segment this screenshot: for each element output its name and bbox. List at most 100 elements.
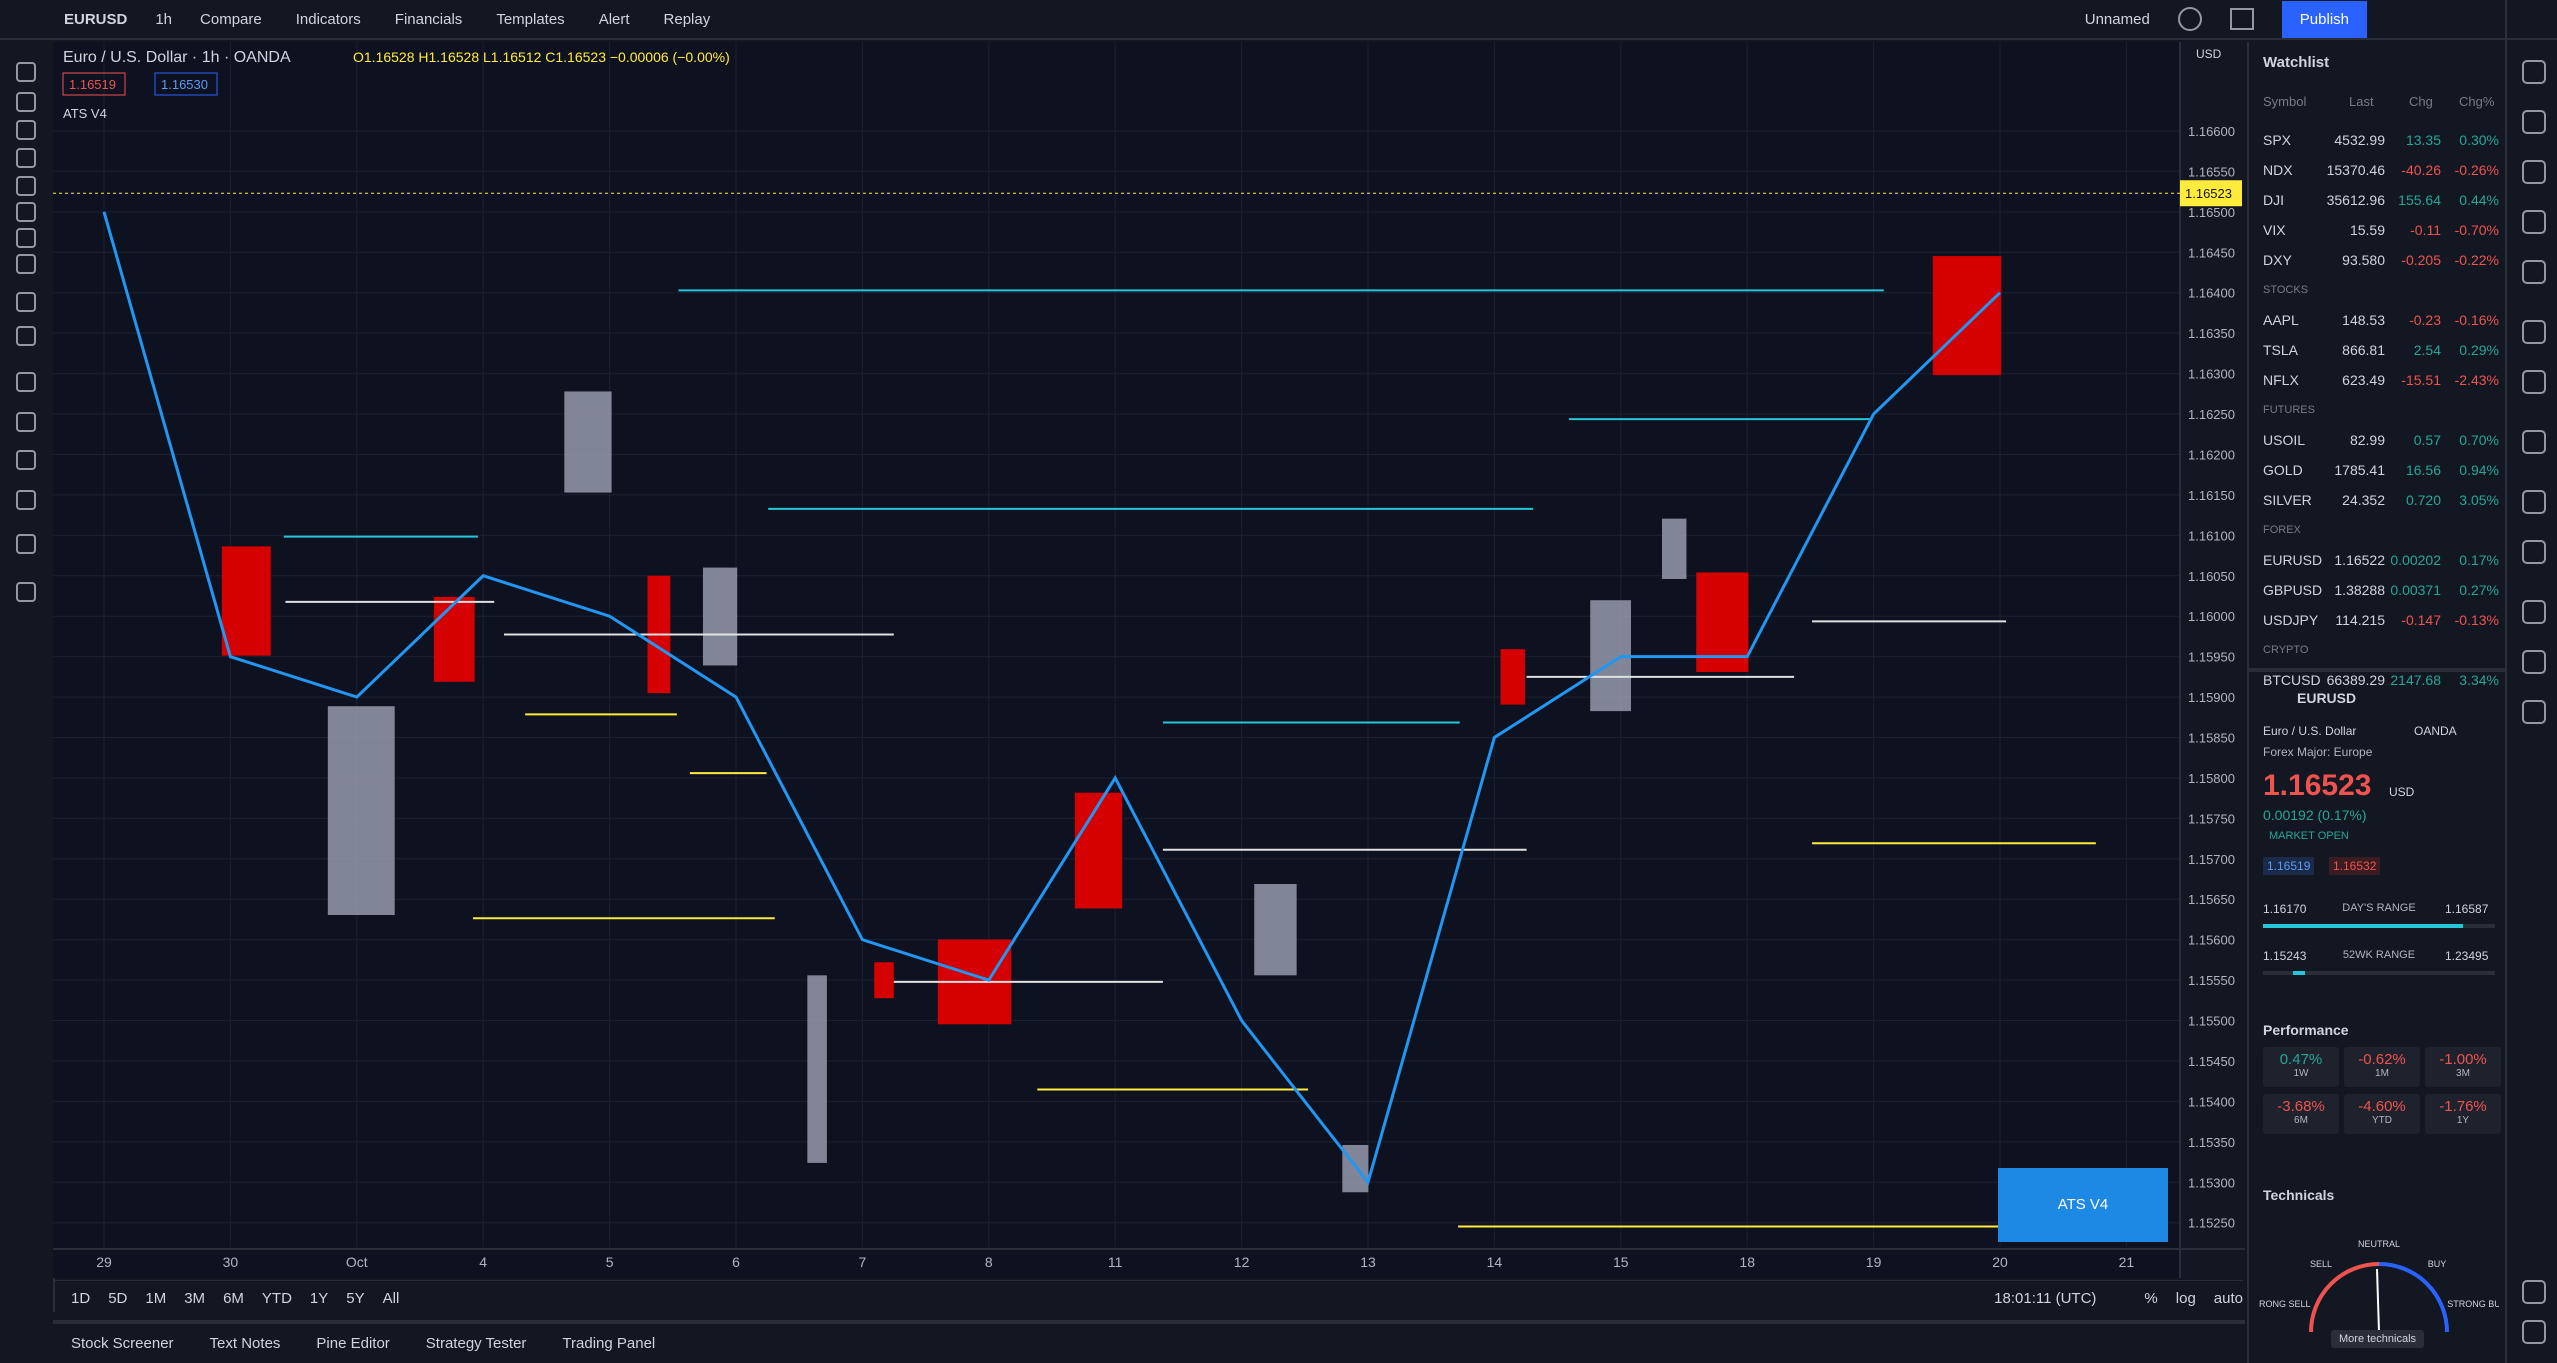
rail-icon[interactable] bbox=[2522, 650, 2546, 674]
cell-text: SILVER bbox=[2263, 492, 2312, 508]
bottom-tab[interactable]: Pine Editor bbox=[316, 1335, 390, 1352]
tool-icon[interactable] bbox=[16, 326, 36, 346]
tool-icon[interactable] bbox=[16, 490, 36, 510]
rail-icon[interactable] bbox=[2522, 110, 2546, 134]
tool-icon[interactable] bbox=[16, 254, 36, 274]
toolbar-button[interactable]: Replay bbox=[663, 10, 711, 28]
scale-option[interactable]: auto bbox=[2213, 1290, 2243, 1307]
watchlist-row[interactable]: GOLD 1785.41 16.56 0.94% bbox=[2263, 456, 2499, 484]
range-button[interactable]: 1D bbox=[71, 1290, 91, 1307]
interval[interactable]: 1h bbox=[155, 10, 173, 28]
y-tick-label: 1.15650 bbox=[2188, 892, 2235, 907]
layout-name[interactable]: Unnamed bbox=[2084, 10, 2150, 28]
watchlist-row[interactable]: AAPL 148.53 -0.23 -0.16% bbox=[2263, 306, 2499, 334]
toolbar-button[interactable]: Templates bbox=[496, 10, 565, 28]
watchlist-row[interactable]: DXY 93.580 -0.205 -0.22% bbox=[2263, 246, 2499, 274]
rail-icon[interactable] bbox=[2522, 210, 2546, 234]
rail-icon[interactable] bbox=[2522, 160, 2546, 184]
cell-text: 0.00202 bbox=[2390, 552, 2441, 568]
y-tick-label: 1.16350 bbox=[2188, 326, 2235, 341]
watchlist-row[interactable]: USOIL 82.99 0.57 0.70% bbox=[2263, 426, 2499, 454]
settings-icon[interactable] bbox=[2177, 7, 2202, 31]
watchlist-row[interactable]: USDJPY 114.215 -0.147 -0.13% bbox=[2263, 606, 2499, 634]
tool-icon[interactable] bbox=[16, 412, 36, 432]
snapshot-icon[interactable] bbox=[2229, 8, 2254, 30]
y-tick-label: 1.16400 bbox=[2188, 286, 2235, 301]
bottom-tab[interactable]: Stock Screener bbox=[71, 1335, 174, 1352]
rail-icon[interactable] bbox=[2522, 700, 2546, 724]
range-button[interactable]: 5Y bbox=[346, 1290, 365, 1307]
tool-icon[interactable] bbox=[16, 372, 36, 392]
zone-box bbox=[433, 596, 475, 682]
watchlist-row[interactable]: EURUSD 1.16522 0.00202 0.17% bbox=[2263, 546, 2499, 574]
cell-text: 623.49 bbox=[2342, 372, 2385, 388]
x-tick-label: 13 bbox=[1360, 1254, 1376, 1270]
cell-text: DJI bbox=[2263, 192, 2284, 208]
tool-icon[interactable] bbox=[16, 148, 36, 168]
tool-icon[interactable] bbox=[16, 534, 36, 554]
y-tick-label: 1.16500 bbox=[2188, 205, 2235, 220]
rail-icon[interactable] bbox=[2522, 430, 2546, 454]
bottom-tab[interactable]: Text Notes bbox=[209, 1335, 281, 1352]
chart: 1.16600 1.16550 1.16500 1.16450 1.16400 1.163… bbox=[53, 42, 2245, 1278]
watchlist-row[interactable]: GBPUSD 1.38288 0.00371 0.27% bbox=[2263, 576, 2499, 604]
toolbar-button[interactable]: Compare bbox=[200, 10, 262, 28]
rail-icon[interactable] bbox=[2522, 490, 2546, 514]
tool-icon[interactable] bbox=[16, 202, 36, 222]
gauge-arc-buy bbox=[2378, 1262, 2449, 1333]
bottom-tab[interactable]: Strategy Tester bbox=[425, 1335, 527, 1352]
cell-text: 35612.96 bbox=[2326, 192, 2385, 208]
watchlist-row[interactable]: VIX 15.59 -0.11 -0.70% bbox=[2263, 216, 2499, 244]
bottom-tab[interactable]: Trading Panel bbox=[562, 1335, 656, 1352]
rail-icon[interactable] bbox=[2522, 370, 2546, 394]
cell-text: 0.70% bbox=[2459, 432, 2499, 448]
watchlist-row[interactable]: NFLX 623.49 -15.51 -2.43% bbox=[2263, 366, 2499, 394]
detail-ask: 1.16532 bbox=[2329, 857, 2381, 875]
y-tick-label: 1.15350 bbox=[2188, 1135, 2235, 1150]
zone-box bbox=[807, 975, 827, 1163]
toolbar-button[interactable]: Indicators bbox=[295, 10, 361, 28]
tool-icon[interactable] bbox=[16, 450, 36, 470]
rail-icon[interactable] bbox=[2522, 60, 2546, 84]
range-button[interactable]: 3M bbox=[184, 1290, 206, 1307]
range-button[interactable]: 1M bbox=[145, 1290, 167, 1307]
tool-icon[interactable] bbox=[16, 292, 36, 312]
zone-box bbox=[1254, 884, 1297, 976]
rail-icon[interactable] bbox=[2522, 1320, 2546, 1344]
toolbar-button[interactable]: Financials bbox=[394, 10, 463, 28]
tool-icon[interactable] bbox=[16, 120, 36, 140]
performance-cell: -4.60% YTD bbox=[2344, 1094, 2420, 1134]
tool-icon[interactable] bbox=[16, 582, 36, 602]
watchlist-title[interactable]: Watchlist bbox=[2263, 54, 2330, 71]
scale-option[interactable]: log bbox=[2175, 1290, 2196, 1307]
watchlist-row[interactable]: NDX 15370.46 -40.26 -0.26% bbox=[2263, 156, 2499, 184]
tool-icon[interactable] bbox=[16, 228, 36, 248]
range-button[interactable]: 6M bbox=[223, 1290, 244, 1307]
rail-icon[interactable] bbox=[2522, 260, 2546, 284]
toolbar-button[interactable]: Alert bbox=[598, 10, 630, 28]
rail-icon[interactable] bbox=[2522, 600, 2546, 624]
symbol[interactable]: EURUSD bbox=[64, 10, 128, 28]
watchlist-row[interactable]: BTCUSD 66389.29 2147.68 3.34% bbox=[2263, 666, 2499, 694]
rail-icon[interactable] bbox=[2522, 1280, 2546, 1304]
watchlist-row[interactable]: SPX 4532.99 13.35 0.30% bbox=[2263, 126, 2499, 154]
watchlist-row[interactable]: TSLA 866.81 2.54 0.29% bbox=[2263, 336, 2499, 364]
cell-text: USOIL bbox=[2263, 432, 2306, 448]
x-tick-label: 12 bbox=[1234, 1254, 1250, 1270]
tool-icon[interactable] bbox=[16, 176, 36, 196]
range-button[interactable]: 5D bbox=[108, 1290, 128, 1307]
publish-button[interactable]: Publish bbox=[2281, 0, 2367, 38]
scale-option[interactable]: % bbox=[2144, 1290, 2158, 1307]
toolbar-buttons: Compare Indicators Financials Templates Aler… bbox=[200, 11, 710, 28]
range-button[interactable]: YTD bbox=[261, 1290, 292, 1307]
watchlist-row[interactable]: DJI 35612.96 155.64 0.44% bbox=[2263, 186, 2499, 214]
watchlist-row[interactable]: SILVER 24.352 0.720 3.05% bbox=[2263, 486, 2499, 514]
rail-icon[interactable] bbox=[2522, 320, 2546, 344]
tool-icon[interactable] bbox=[16, 62, 36, 82]
rail-icon[interactable] bbox=[2522, 540, 2546, 564]
cell-text: 0.57 bbox=[2413, 432, 2441, 448]
tool-icon[interactable] bbox=[16, 92, 36, 112]
range-button[interactable]: 1Y bbox=[309, 1290, 329, 1307]
detail-exchange: OANDA bbox=[2414, 724, 2457, 738]
range-button[interactable]: All bbox=[382, 1290, 400, 1307]
